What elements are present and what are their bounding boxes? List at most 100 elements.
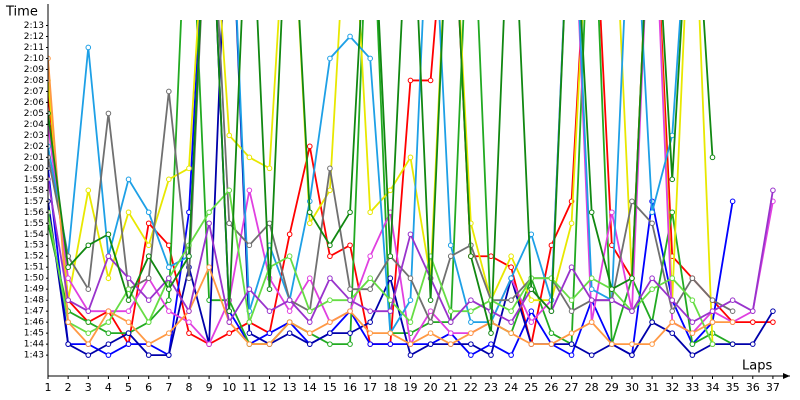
lap-marker (166, 308, 172, 314)
lap-marker (85, 319, 92, 325)
lap-marker (125, 209, 132, 216)
lap-marker (145, 220, 152, 227)
lap-marker (286, 253, 293, 260)
lap-marker (468, 341, 474, 347)
lap-marker (266, 165, 273, 172)
lap-marker (327, 187, 333, 194)
y-tick-label: 1:59 (24, 175, 44, 185)
lap-marker (427, 330, 434, 336)
x-tick-label: 7 (165, 381, 172, 394)
lap-marker (206, 341, 212, 347)
lap-marker (427, 77, 434, 84)
x-axis-label: Laps (742, 359, 772, 374)
lap-marker (246, 242, 253, 249)
y-tick-label: 1:54 (24, 230, 44, 240)
lap-marker (669, 308, 676, 314)
lap-marker (145, 209, 152, 216)
lap-marker (145, 275, 152, 282)
x-tick-label: 10 (222, 381, 236, 394)
series-line (48, 188, 714, 345)
lap-marker (85, 242, 92, 249)
lap-marker (327, 297, 333, 303)
lap-marker (468, 253, 474, 260)
series-line (48, 20, 714, 334)
lap-marker (709, 319, 716, 325)
lap-marker (588, 286, 595, 292)
lap-marker (749, 341, 756, 347)
x-tick-label: 35 (726, 381, 740, 394)
lap-marker (508, 297, 514, 303)
lap-marker (125, 297, 132, 303)
lap-marker (186, 253, 192, 260)
lap-marker (689, 297, 696, 303)
lap-marker (367, 308, 373, 314)
lap-marker (407, 319, 414, 325)
lap-marker (286, 330, 293, 336)
lap-marker (770, 187, 776, 194)
lap-marker (266, 330, 273, 336)
lap-marker (145, 253, 152, 260)
lap-marker (528, 297, 535, 303)
lap-marker (206, 220, 212, 227)
lap-marker (528, 308, 535, 314)
lap-marker (508, 308, 514, 314)
x-tick-label: 3 (85, 381, 92, 394)
lap-marker (327, 253, 333, 260)
lap-marker (246, 341, 253, 347)
series-line (48, 20, 734, 346)
lap-marker (508, 319, 514, 325)
lap-marker (105, 308, 112, 314)
lap-marker (306, 275, 313, 282)
lap-marker (327, 165, 333, 172)
lap-marker (306, 209, 313, 216)
lap-marker (548, 308, 555, 314)
y-tick-label: 1:45 (24, 329, 44, 339)
y-tick-label: 2:11 (24, 43, 44, 53)
lap-marker (770, 308, 776, 314)
lap-marker (367, 330, 373, 336)
y-tick-label: 2:01 (24, 153, 44, 163)
lap-marker (186, 330, 192, 336)
lap-marker (85, 44, 92, 51)
lap-marker (105, 319, 112, 325)
x-tick-label: 30 (625, 381, 639, 394)
lap-marker (629, 308, 635, 314)
lap-marker (266, 308, 273, 314)
y-tick-label: 1:53 (24, 241, 44, 251)
lap-marker (387, 187, 394, 194)
lap-marker (306, 319, 313, 325)
lap-marker (186, 275, 192, 282)
lap-marker (568, 220, 575, 227)
x-tick-label: 15 (323, 381, 337, 394)
lap-marker (749, 319, 756, 325)
x-tick-label: 13 (283, 381, 297, 394)
lap-marker (367, 319, 373, 325)
lap-marker (508, 330, 514, 336)
lap-marker (327, 275, 333, 282)
x-tick-label: 22 (464, 381, 478, 394)
lap-marker (508, 275, 514, 282)
x-tick-label: 11 (242, 381, 256, 394)
lap-marker (347, 297, 353, 303)
lap-marker (709, 341, 716, 347)
lap-marker (468, 319, 474, 325)
lap-marker (85, 286, 92, 292)
lap-marker (166, 275, 172, 282)
lap-marker (407, 341, 414, 347)
lap-marker (306, 330, 313, 336)
lap-marker (387, 253, 394, 260)
lap-marker (689, 352, 696, 358)
y-tick-label: 1:56 (24, 208, 44, 218)
lap-marker (186, 308, 192, 314)
lap-marker (387, 341, 394, 347)
x-tick-label: 27 (565, 381, 579, 394)
lap-marker (709, 154, 716, 161)
y-tick-label: 2:05 (24, 109, 44, 119)
lap-marker (145, 242, 152, 249)
lap-marker (85, 308, 92, 314)
lap-marker (609, 341, 615, 347)
lap-marker (488, 352, 494, 358)
lap-marker (226, 308, 233, 314)
lap-marker (286, 319, 293, 325)
